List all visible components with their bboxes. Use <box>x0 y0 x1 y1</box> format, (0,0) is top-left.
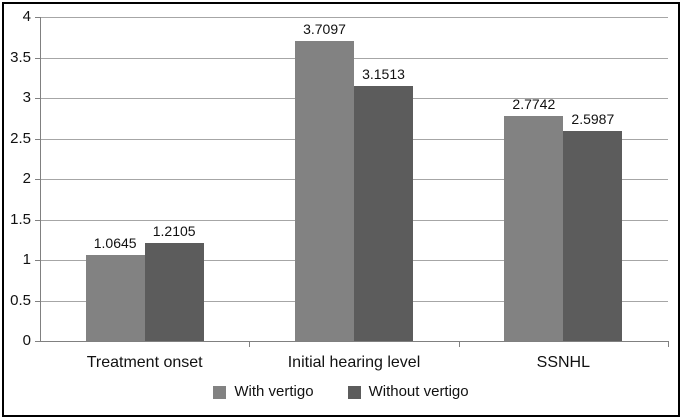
legend-swatch-with-vertigo <box>213 385 227 399</box>
y-axis-tick <box>35 219 40 221</box>
y-axis-line <box>40 17 41 341</box>
bar-value-label: 1.0645 <box>93 234 137 251</box>
legend-item-without-vertigo: Without vertigo <box>347 383 469 401</box>
bar-without-vertigo <box>144 242 204 341</box>
y-axis-tick-label: 3 <box>22 89 31 106</box>
y-axis-tick <box>35 179 40 180</box>
y-axis-tick-label: 0 <box>22 332 31 349</box>
bar-value-label: 3.1513 <box>362 65 405 82</box>
bar-without-vertigo <box>563 130 623 341</box>
bar-with-vertigo <box>295 40 354 341</box>
y-axis-tick <box>35 260 40 261</box>
bar-value-label: 2.5987 <box>571 110 615 127</box>
category-label: Treatment onset <box>86 354 203 371</box>
bar-value-label: 3.7097 <box>303 20 346 37</box>
y-axis-tick-label: 2.5 <box>10 129 31 147</box>
legend-label-with-vertigo: With vertigo <box>234 383 314 400</box>
y-axis-tick <box>35 17 40 18</box>
y-axis-tick <box>35 341 40 342</box>
y-axis-tick <box>35 138 40 140</box>
gridline <box>40 17 668 18</box>
legend: With vertigo Without vertigo <box>4 383 678 401</box>
legend-label-without-vertigo: Without vertigo <box>368 383 469 400</box>
bar-value-label: 1.2105 <box>152 222 196 239</box>
bar-with-vertigo <box>504 116 564 341</box>
bar-value-label: 2.7742 <box>512 96 556 113</box>
y-axis-tick-label: 4 <box>22 8 31 25</box>
y-axis-tick-label: 1.5 <box>10 210 31 228</box>
y-axis-tick-label: 3.5 <box>10 48 31 66</box>
plot-area: 0 0.5 1 1.5 2 2.5 3 3.5 4 1.0645 1.2105 Treatment o… <box>4 4 678 415</box>
y-axis-tick <box>35 98 40 99</box>
legend-item-with-vertigo: With vertigo <box>213 383 314 401</box>
bar-with-vertigo <box>85 254 145 341</box>
y-axis-tick <box>35 57 40 59</box>
category-label: SSNHL <box>536 354 590 371</box>
y-axis-tick <box>35 300 40 302</box>
x-axis-tick <box>458 341 460 347</box>
x-axis-tick <box>249 341 251 347</box>
y-axis-tick-label: 1 <box>22 251 31 268</box>
legend-swatch-without-vertigo <box>347 385 361 399</box>
y-axis-tick-label: 0.5 <box>10 291 31 309</box>
x-axis-line <box>40 341 668 342</box>
category-label: Initial hearing level <box>287 354 421 371</box>
x-axis-tick <box>668 341 669 347</box>
bar-without-vertigo <box>354 85 413 341</box>
gridline <box>40 57 668 59</box>
y-axis-tick-label: 2 <box>22 170 31 187</box>
